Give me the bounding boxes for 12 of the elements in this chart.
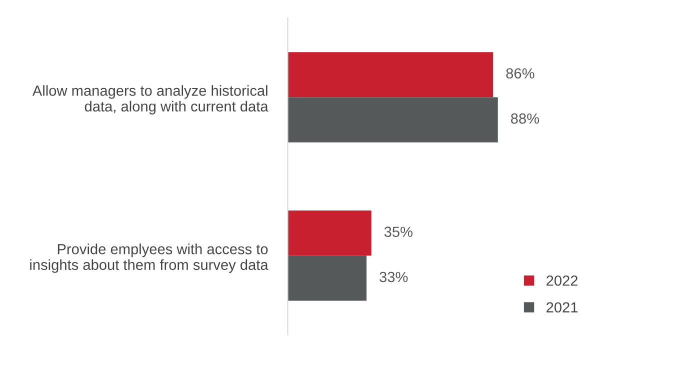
data-label: 88%	[511, 113, 540, 124]
legend-label: 2022	[546, 275, 578, 286]
legend-label: 2021	[546, 302, 578, 313]
y-tick-label: Provide emplyees with access to insights about them from survey data	[30, 244, 268, 273]
data-label: 86%	[506, 68, 534, 79]
y-tick-label: Allow managers to analyze historical data, along with current data	[32, 85, 268, 114]
bar	[288, 210, 372, 256]
data-label: 35%	[384, 226, 412, 237]
bar	[288, 97, 498, 142]
data-label: 33%	[380, 272, 408, 282]
bar	[288, 52, 494, 98]
bar	[288, 256, 367, 301]
